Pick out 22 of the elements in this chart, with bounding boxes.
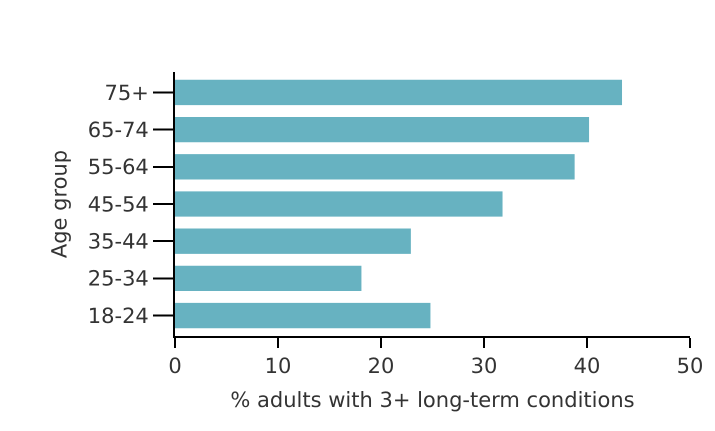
- y-tick-label: 18-24: [88, 304, 149, 328]
- x-tick-label: 50: [676, 354, 704, 378]
- x-tick-label: 10: [264, 354, 292, 378]
- x-tick-label: 0: [168, 354, 182, 378]
- bar: [175, 116, 590, 142]
- x-tick-label: 20: [368, 354, 394, 378]
- bar: [175, 80, 622, 106]
- x-tick-label: 30: [470, 354, 498, 378]
- y-tick-label: 45-54: [88, 192, 149, 216]
- y-tick-label: 75+: [104, 80, 149, 105]
- y-tick-label: 55-64: [88, 155, 149, 180]
- bar: [175, 266, 362, 292]
- bar: [175, 228, 411, 254]
- x-tick-label: 40: [574, 354, 600, 378]
- y-tick-label: 25-34: [88, 266, 149, 291]
- bar: [175, 191, 503, 217]
- x-axis-title: % adults with 3+ long-term conditions: [230, 388, 635, 412]
- bar: [175, 154, 575, 180]
- y-tick-label: 35-44: [88, 230, 149, 254]
- y-tick-label: 65-74: [88, 118, 149, 142]
- bar: [175, 302, 430, 328]
- y-axis-title: Age group: [47, 150, 72, 258]
